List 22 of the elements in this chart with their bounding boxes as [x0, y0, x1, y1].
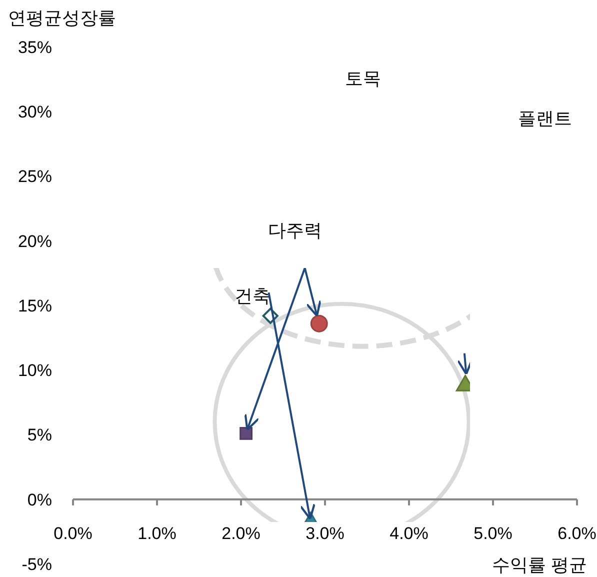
y-tick-label: 5% — [27, 426, 52, 445]
y-tick-label: 0% — [27, 490, 52, 510]
y-tick-label: 35% — [18, 38, 52, 57]
y-tick-label: 25% — [18, 167, 52, 186]
x-axis-title: 수익률 평균 — [492, 555, 587, 575]
annotation: 플랜트 — [518, 108, 572, 128]
x-tick-label: 5.0% — [474, 524, 512, 543]
x-tick-label: 6.0% — [558, 524, 596, 543]
x-tick-label: 1.0% — [138, 524, 176, 543]
x-tick-label: 4.0% — [390, 524, 428, 543]
y-tick-label: 30% — [18, 102, 52, 122]
annotation: 건축 — [234, 286, 270, 306]
x-tick-label: 0.0% — [54, 524, 92, 543]
annotation: 토목 — [345, 68, 381, 88]
y-axis-title: 연평균성장률 — [8, 8, 116, 28]
annotation: 다주력 — [268, 220, 322, 240]
y-tick-label: 15% — [18, 296, 52, 316]
x-tick-label: 2.0% — [222, 524, 260, 543]
y-tick-label: -5% — [22, 554, 52, 574]
x-tick-label: 3.0% — [306, 524, 344, 543]
y-tick-label: 10% — [18, 361, 52, 380]
y-tick-label: 20% — [18, 232, 52, 251]
